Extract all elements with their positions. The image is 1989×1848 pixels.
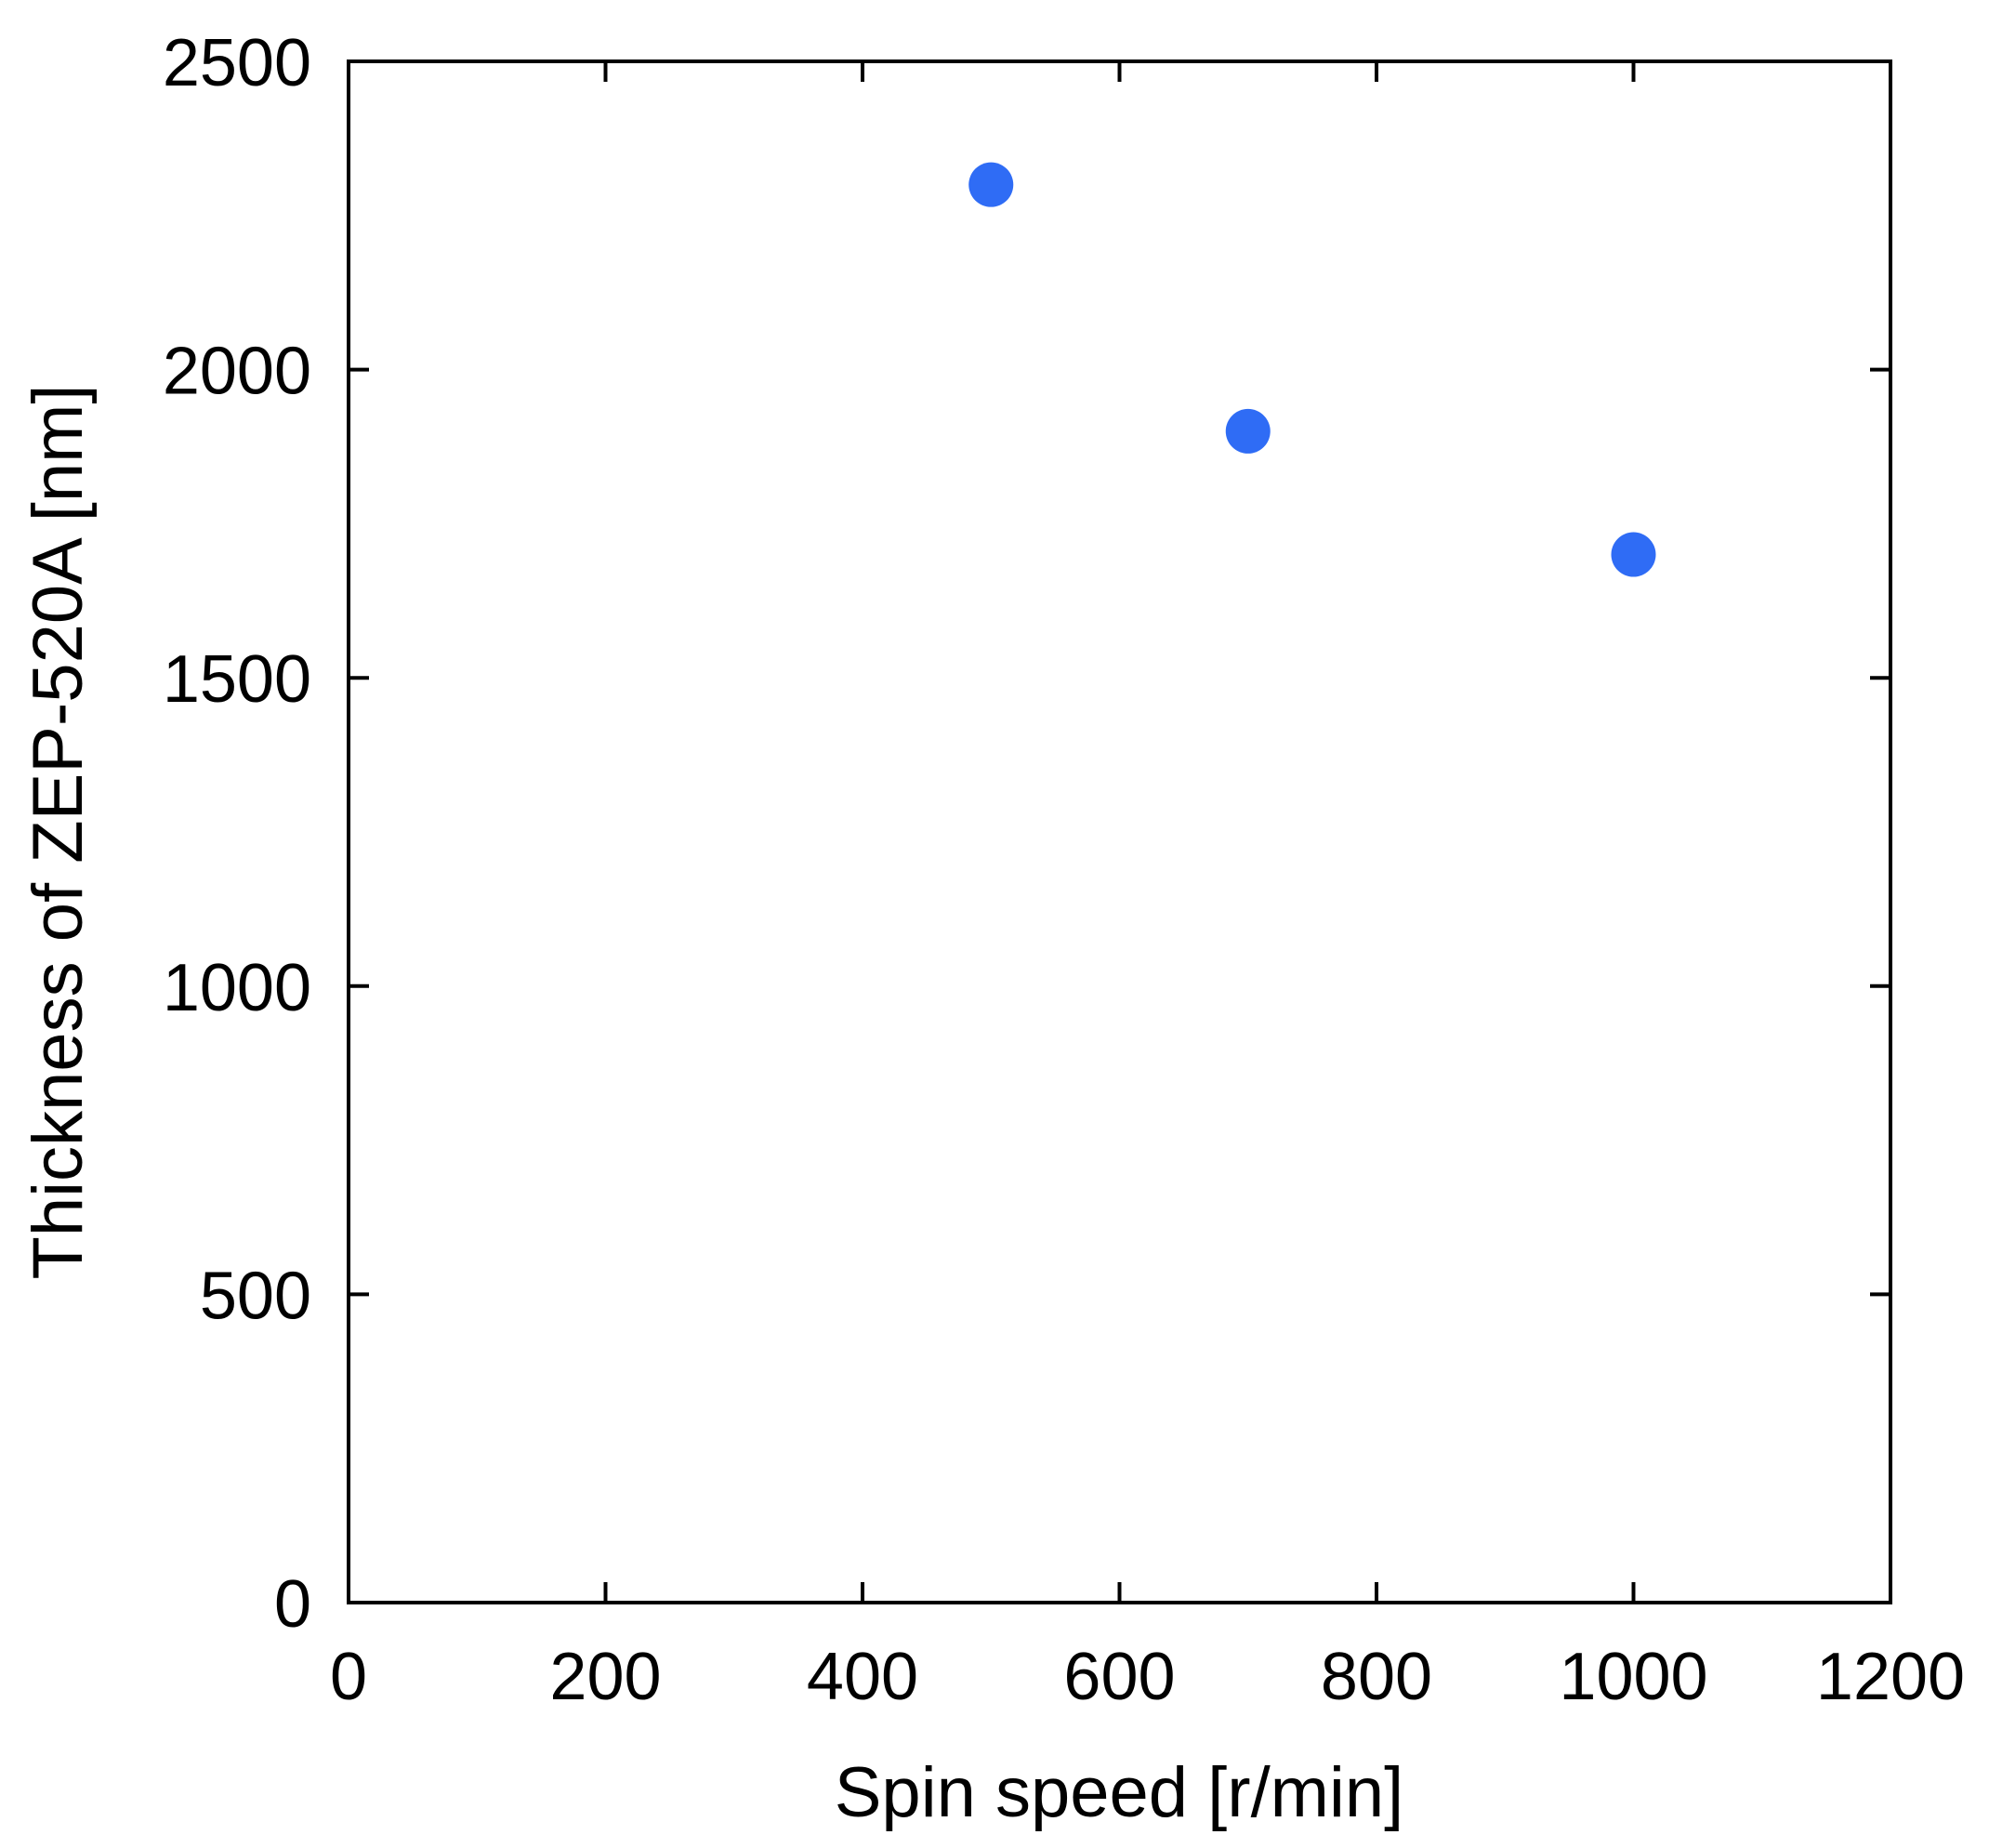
x-tick-label: 200 — [549, 1640, 661, 1714]
tick-labels: 0 200 400 600 800 1000 1200 0 500 1000 1500 2000 250… — [163, 26, 1965, 1714]
y-tick-label: 1500 — [163, 642, 311, 717]
y-tick-label: 1000 — [163, 951, 311, 1025]
data-point — [1225, 408, 1271, 454]
y-tick-label: 500 — [200, 1259, 311, 1333]
data-point — [968, 162, 1014, 207]
x-tick-label: 0 — [330, 1640, 367, 1714]
y-tick-label: 2000 — [163, 335, 311, 409]
x-tick-label: 600 — [1063, 1640, 1175, 1714]
plot-background — [349, 61, 1890, 1603]
x-axis-title: Spin speed [r/min] — [835, 1753, 1404, 1832]
data-point — [1611, 532, 1656, 577]
x-tick-label: 400 — [807, 1640, 918, 1714]
x-tick-label: 800 — [1321, 1640, 1432, 1714]
x-tick-label: 1000 — [1559, 1640, 1707, 1714]
y-tick-label: 0 — [274, 1567, 311, 1642]
x-tick-label: 1200 — [1816, 1640, 1965, 1714]
y-axis-title: Thickness of ZEP-520A [nm] — [19, 384, 98, 1279]
plot-frame — [347, 59, 1892, 1604]
data-points — [968, 162, 1656, 577]
y-tick-label: 2500 — [163, 26, 311, 100]
